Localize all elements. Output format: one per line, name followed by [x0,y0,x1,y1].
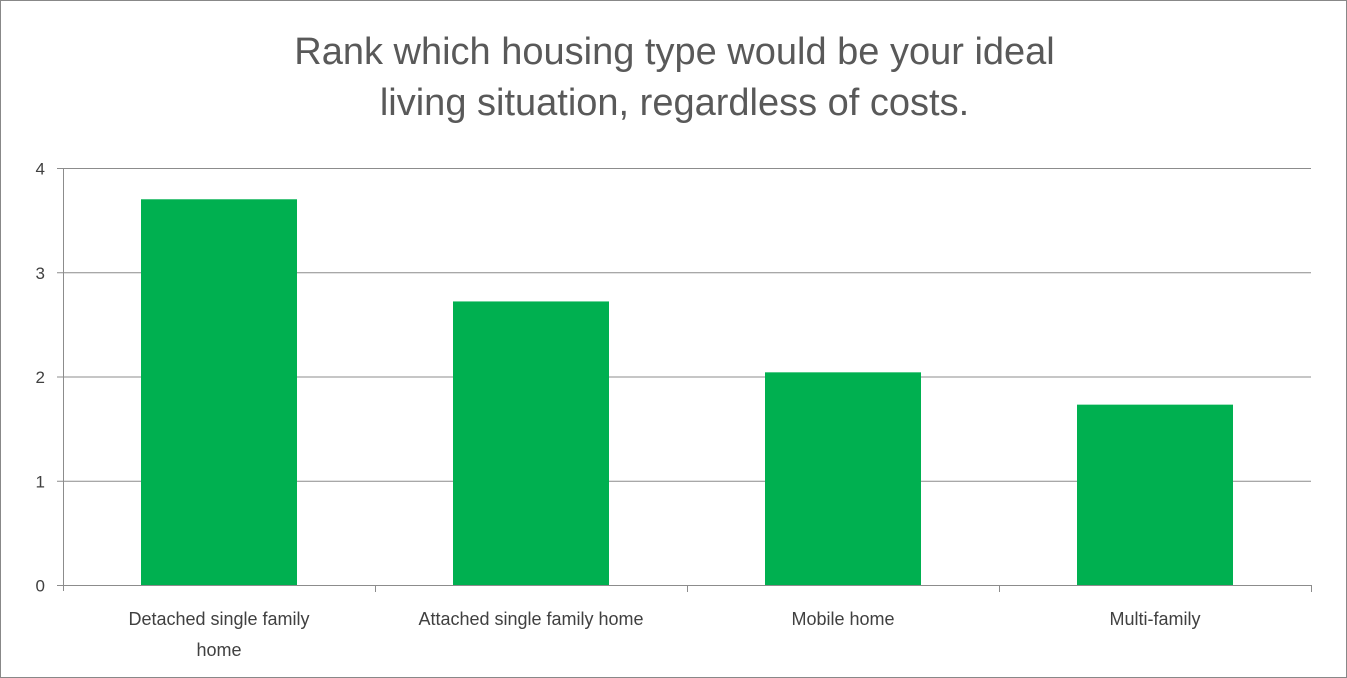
x-category-label: Multi-family [1109,609,1200,629]
chart-title: Rank which housing type would be your id… [1,27,1347,129]
chart-title-line-2: living situation, regardless of costs. [379,82,970,124]
bar [453,301,609,585]
x-category-label: Mobile home [791,609,894,629]
x-category-label: home [196,640,241,660]
y-tick-label: 4 [36,160,45,179]
y-tick-label: 0 [36,577,45,596]
y-tick-label: 3 [36,264,45,283]
bar [141,199,297,585]
bar [1077,404,1233,585]
x-category-label: Detached single family [128,609,309,629]
chart-title-line-1: Rank which housing type would be your id… [294,31,1055,73]
y-tick-label: 2 [36,368,45,387]
y-tick-label: 1 [36,472,45,491]
x-category-label: Attached single family home [418,609,643,629]
bar [765,372,921,585]
